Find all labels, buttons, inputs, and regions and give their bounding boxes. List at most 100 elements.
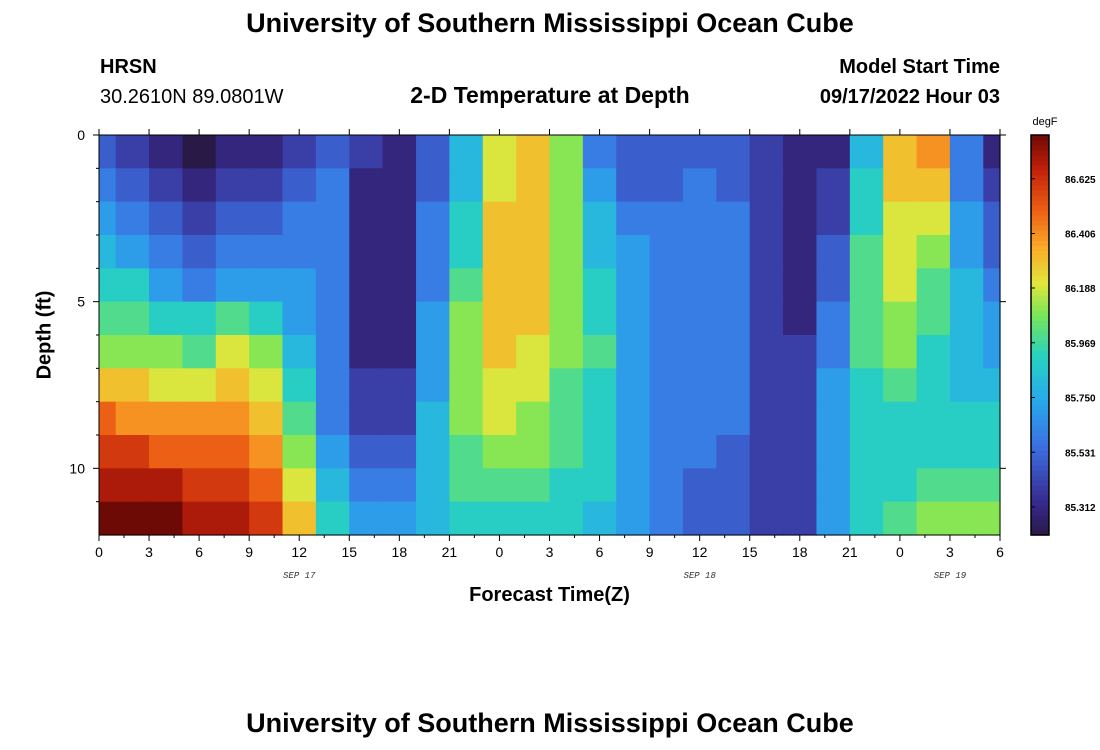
heatmap-cell — [682, 401, 717, 436]
heatmap-cell — [215, 301, 250, 336]
colorbar-segment — [1031, 440, 1049, 446]
heatmap-cell — [849, 335, 884, 369]
heatmap-cell — [649, 235, 684, 269]
heatmap-cell — [649, 435, 684, 469]
x-tick-label: 6 — [596, 544, 604, 560]
colorbar-segment — [1031, 185, 1049, 191]
heatmap-cell — [182, 135, 217, 169]
heatmap-cell — [482, 168, 517, 203]
heatmap-cell — [682, 135, 717, 169]
colorbar-segment — [1031, 355, 1049, 361]
heatmap-cell — [883, 335, 918, 369]
heatmap-cell — [883, 368, 918, 403]
heatmap-cell — [282, 301, 317, 336]
heatmap-cell — [416, 401, 450, 436]
heatmap-cell — [282, 435, 317, 469]
heatmap-cell — [949, 168, 984, 203]
heatmap-cell — [482, 235, 517, 269]
heatmap-cell — [416, 235, 450, 269]
heatmap-cell — [249, 135, 284, 169]
heatmap-cell — [149, 135, 184, 169]
heatmap-cell — [883, 135, 918, 169]
colorbar-segment — [1031, 235, 1049, 241]
heatmap-cell — [315, 368, 350, 403]
colorbar-segment — [1031, 360, 1049, 366]
heatmap-cell — [582, 468, 617, 503]
colorbar-segment — [1031, 500, 1049, 506]
heatmap-cell — [916, 135, 951, 169]
heatmap-cell — [949, 135, 984, 169]
heatmap-cell — [816, 268, 851, 303]
heatmap-cell — [649, 301, 684, 336]
heatmap-cell — [282, 135, 317, 169]
x-tick-label: 15 — [341, 544, 357, 560]
heatmap-cell — [783, 335, 818, 369]
heatmap-cell — [582, 135, 617, 169]
heatmap-cell — [949, 401, 984, 436]
heatmap-cell — [983, 268, 1001, 303]
heatmap-cell — [149, 201, 184, 236]
colorbar-segment — [1031, 170, 1049, 176]
heatmap-cell — [315, 468, 350, 503]
heatmap-cell — [883, 401, 918, 436]
heatmap-cell — [99, 135, 117, 169]
heatmap-cell — [916, 235, 951, 269]
heatmap-cell — [883, 268, 918, 303]
heatmap-cell — [99, 335, 117, 369]
colorbar-segment — [1031, 495, 1049, 501]
heatmap-cell — [99, 368, 117, 403]
heatmap-cell — [682, 268, 717, 303]
heatmap-cell — [616, 501, 651, 536]
heatmap-cell — [349, 468, 384, 503]
heatmap-cell — [849, 268, 884, 303]
heatmap-cell — [382, 201, 417, 236]
heatmap-cell — [315, 201, 350, 236]
heatmap-cell — [482, 301, 517, 336]
heatmap-cell — [215, 135, 250, 169]
colorbar-segment — [1031, 480, 1049, 486]
colorbar-segment — [1031, 150, 1049, 156]
heatmap-cell — [115, 335, 150, 369]
heatmap-cell — [949, 435, 984, 469]
heatmap-cell — [616, 301, 651, 336]
colorbar-tick-label: 86.188 — [1065, 284, 1096, 295]
heatmap-cell — [249, 168, 284, 203]
heatmap-cell — [616, 468, 651, 503]
heatmap-cell — [983, 435, 1001, 469]
heatmap-cell — [449, 135, 484, 169]
heatmap-cell — [916, 435, 951, 469]
model-start-value: 09/17/2022 Hour 03 — [819, 86, 1000, 108]
heatmap-cell — [582, 301, 617, 336]
heatmap-cell — [516, 335, 551, 369]
heatmap-cell — [849, 401, 884, 436]
colorbar-segment — [1031, 470, 1049, 476]
heatmap-cell — [983, 235, 1001, 269]
heatmap-cell — [682, 501, 717, 536]
heatmap-cell — [682, 368, 717, 403]
heatmap-cell — [983, 301, 1001, 336]
heatmap-cell — [783, 268, 818, 303]
heatmap-cell — [949, 368, 984, 403]
heatmap-cell — [983, 135, 1001, 169]
heatmap-cell — [99, 268, 117, 303]
heatmap-cell — [149, 368, 184, 403]
heatmap-cell — [99, 168, 117, 203]
colorbar-segment — [1031, 330, 1049, 336]
heatmap-cell — [349, 301, 384, 336]
heatmap-cell — [282, 368, 317, 403]
heatmap-cell — [883, 168, 918, 203]
colorbar-segment — [1031, 435, 1049, 441]
heatmap-cell — [482, 501, 517, 536]
heatmap-cell — [682, 201, 717, 236]
heatmap-cell — [949, 235, 984, 269]
x-tick-label: 6 — [996, 544, 1004, 560]
heatmap-cell — [416, 201, 450, 236]
colorbar-segment — [1031, 205, 1049, 211]
heatmap-cell — [249, 268, 284, 303]
colorbar-segment — [1031, 445, 1049, 451]
heatmap-cell — [99, 201, 117, 236]
heatmap-cell — [983, 501, 1001, 536]
heatmap-cell — [616, 268, 651, 303]
heatmap-cell — [816, 201, 851, 236]
